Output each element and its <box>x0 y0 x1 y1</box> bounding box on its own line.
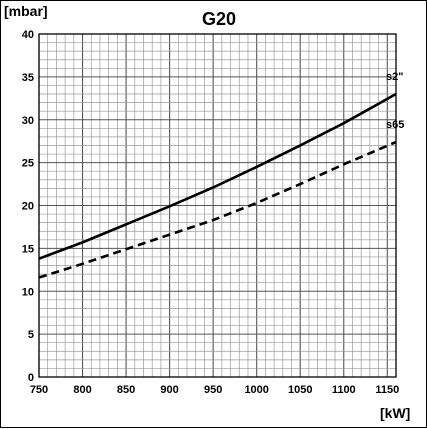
y-tick-label: 5 <box>28 329 34 341</box>
series-line-2 <box>38 140 397 279</box>
series-label-2: s65 <box>386 119 404 131</box>
y-tick-label: 15 <box>22 243 34 255</box>
series-label-1: s2" <box>386 71 403 83</box>
x-tick-label: 1000 <box>244 384 268 396</box>
grid <box>38 33 397 378</box>
x-tick-label: 900 <box>160 384 178 396</box>
x-tick-label: 750 <box>30 384 48 396</box>
axes <box>38 33 397 378</box>
y-tick-label: 40 <box>22 29 34 41</box>
x-tick-labels: 750 800 850 900 950 1000 1050 1100 1150 <box>30 384 399 396</box>
chart-title: G20 <box>202 9 236 29</box>
series-labels: s2" s65 <box>386 71 404 131</box>
y-tick-label: 35 <box>22 72 34 84</box>
series-lines <box>38 92 397 279</box>
y-tick-label: 20 <box>22 201 34 213</box>
x-axis-label: [kW] <box>380 405 410 421</box>
y-tick-label: 25 <box>22 158 34 170</box>
series-line-1 <box>38 92 397 260</box>
y-tick-label: 10 <box>22 286 34 298</box>
x-tick-label: 1050 <box>288 384 312 396</box>
x-tick-label: 1100 <box>332 384 356 396</box>
x-tick-label: 850 <box>117 384 135 396</box>
y-tick-labels: 0 5 10 15 20 25 30 35 40 <box>22 29 34 384</box>
x-tick-label: 1150 <box>375 384 399 396</box>
y-axis-label: [mbar] <box>4 3 48 19</box>
x-tick-label: 950 <box>204 384 222 396</box>
y-tick-label: 0 <box>28 372 34 384</box>
x-tick-label: 800 <box>73 384 91 396</box>
y-tick-label: 30 <box>22 115 34 127</box>
plot-border <box>38 33 397 378</box>
